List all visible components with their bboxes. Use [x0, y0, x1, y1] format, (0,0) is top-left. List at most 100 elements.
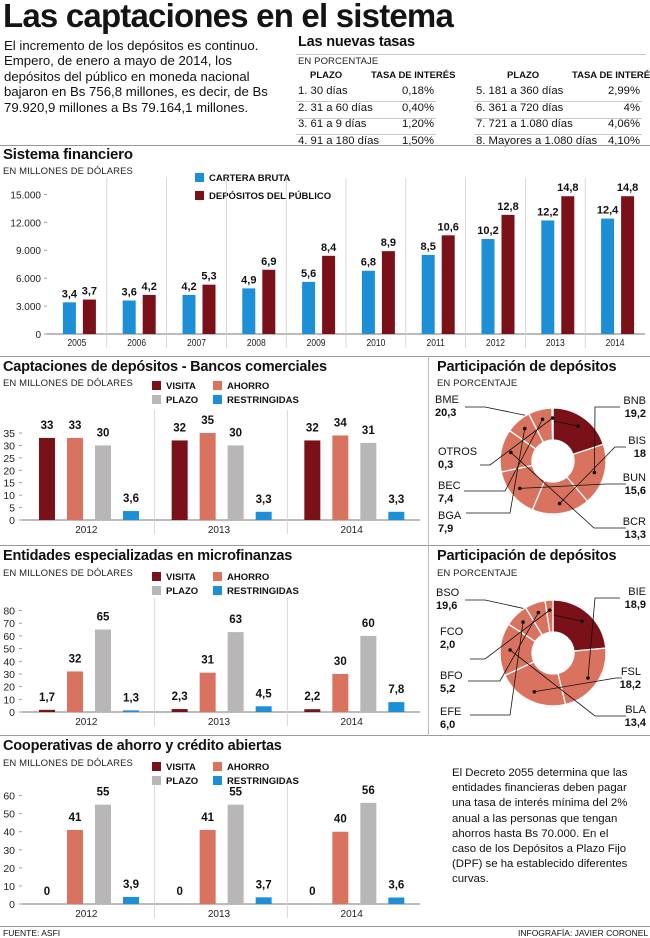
rate-plazo: 1. 30 días [298, 85, 348, 97]
rate-plazo: 7. 721 a 1.080 días [476, 118, 573, 130]
sistema-chart: 0 3.000 6.000 9.000 12.000 15.000 3,4 3,7 2005 3,… [10, 178, 645, 348]
bar-visita [171, 709, 188, 712]
x-tick-label: 2014 [341, 525, 364, 536]
slice-name: BFO [440, 670, 463, 682]
rate-plazo: 2. 31 a 60 días [298, 101, 373, 114]
x-tick-label: 2012 [75, 525, 98, 536]
data-label: 3,9 [123, 879, 139, 891]
slice-name: BIE [628, 586, 646, 598]
legend-swatch [213, 395, 222, 404]
rate-plazo: 6. 361 a 720 días [476, 101, 564, 114]
data-label: 4,2 [142, 281, 157, 293]
x-tick-label: 2014 [341, 717, 364, 728]
bar-depositos [621, 196, 635, 334]
data-label: 3,3 [388, 494, 404, 506]
legend-label: PLAZO [166, 395, 199, 406]
data-label: 33 [41, 420, 54, 432]
y-tick-label: 3.000 [16, 302, 41, 313]
legend-restringidas: RESTRINGIDAS [213, 395, 299, 406]
data-label: 30 [229, 427, 242, 439]
page-title: Las captaciones en el sistema [3, 0, 454, 34]
slice-name: EFE [440, 706, 461, 718]
legend-swatch [152, 572, 161, 581]
y-tick-label: 0 [35, 330, 41, 341]
divider [474, 101, 642, 102]
divider [0, 356, 650, 357]
footer-credit: INFOGRAFÍA: JAVIER CORONEL [518, 928, 649, 938]
legend-visita: VISITA [152, 762, 196, 773]
bancos-unit: EN MILLONES DE DÓLARES [3, 378, 133, 389]
data-label: 55 [229, 787, 242, 799]
leader-dot [536, 610, 541, 615]
legend-swatch [152, 395, 161, 404]
y-tick-label: 60 [3, 791, 15, 803]
data-label: 40 [334, 814, 347, 826]
coop-unit: EN MILLONES DE DÓLARES [3, 758, 133, 769]
bar-plazo [227, 632, 244, 712]
y-tick-label: 0 [9, 899, 15, 911]
legend-swatch [152, 776, 161, 785]
divider [0, 545, 650, 546]
data-label: 3,6 [123, 493, 139, 505]
divider [474, 134, 642, 135]
legend-label: RESTRINGIDAS [227, 586, 299, 597]
slice-fco [544, 599, 554, 633]
y-tick-label: 12.000 [10, 218, 41, 229]
slice-value: 0,3 [438, 459, 453, 471]
bar-cartera [481, 239, 495, 334]
leader-dot [508, 648, 512, 652]
legend-label: CARTERA BRUTA [209, 173, 291, 184]
data-label: 3,4 [62, 288, 78, 300]
bar-restringidas [388, 702, 405, 712]
bar-ahorro [332, 435, 349, 520]
bar-plazo [95, 629, 111, 712]
data-label: 14,8 [557, 182, 578, 194]
data-label: 33 [69, 420, 82, 432]
data-label: 12,4 [597, 205, 619, 217]
divider [296, 101, 436, 102]
y-tick-label: 40 [3, 656, 15, 668]
x-tick-label: 2008 [247, 337, 266, 348]
divider [474, 117, 642, 119]
data-label: 32 [306, 422, 319, 434]
bar-cartera [122, 300, 136, 334]
data-label: 41 [69, 812, 82, 824]
leader-line [466, 428, 526, 514]
sistema-title: Sistema financiero [3, 146, 133, 163]
legend-plazo: PLAZO [152, 586, 198, 597]
slice-name: BUN [623, 472, 646, 484]
leader-dot [509, 450, 513, 455]
bar-restringidas [255, 897, 272, 904]
decree-note: El Decreto 2055 determina que las entida… [452, 767, 628, 886]
bar-cartera [541, 220, 555, 334]
data-label: 34 [334, 417, 347, 429]
slice-value: 18,2 [620, 679, 641, 691]
x-tick-label: 2013 [208, 909, 231, 920]
bar-plazo [95, 804, 111, 904]
leader-dot [550, 416, 555, 420]
data-label: 3,3 [256, 494, 272, 506]
data-label: 31 [362, 425, 375, 437]
data-label: 8,9 [381, 237, 396, 249]
leader-line [470, 609, 551, 660]
x-tick-label: 2006 [127, 337, 146, 348]
y-tick-label: 40 [3, 827, 15, 839]
y-tick-label: 9.000 [16, 246, 41, 257]
bar-visita [304, 709, 321, 712]
slice-name: OTROS [438, 446, 477, 458]
slice-name: BCR [623, 516, 646, 528]
legend-swatch [213, 586, 222, 595]
leader-line [464, 419, 543, 492]
bar-visita [171, 440, 188, 520]
legend-label: DEPÓSITOS DEL PÚBLICO [209, 191, 332, 202]
slice-name: BGA [438, 510, 462, 522]
data-label: 5,3 [201, 271, 216, 283]
rate-tasa: 1,20% [401, 118, 434, 130]
leader-dot [540, 417, 545, 422]
slice-value: 18,9 [625, 599, 646, 611]
data-label: 56 [362, 785, 375, 797]
pie1-title: Participación de depósitos [437, 359, 617, 375]
leader-line [587, 597, 620, 679]
